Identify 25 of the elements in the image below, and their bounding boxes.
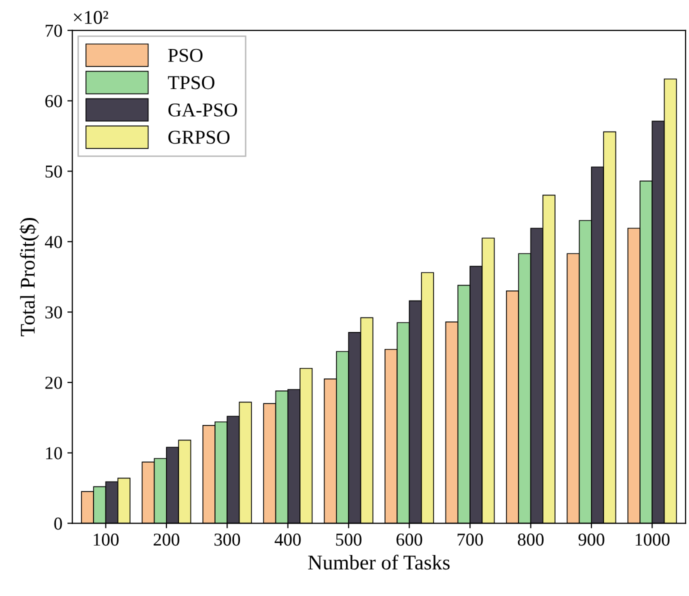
y-tick-label: 10 — [46, 447, 62, 460]
legend-label: TPSO — [168, 76, 214, 90]
x-tick-label: 1000 — [636, 534, 670, 546]
x-tick-label: 600 — [396, 534, 422, 546]
x-tick-label: 800 — [518, 534, 544, 546]
x-tick-label: 500 — [336, 534, 362, 546]
x-tick-label: 700 — [458, 534, 483, 546]
x-axis-title: Number of Tasks — [308, 554, 450, 570]
x-tick-label: 300 — [214, 534, 240, 546]
y-tick-label: 30 — [45, 306, 62, 318]
y-axis-title: Total Profit($) — [19, 218, 40, 336]
y-tick-label: 50 — [46, 165, 62, 178]
y-tick-label: 20 — [45, 376, 62, 389]
legend-label: GRPSO — [168, 130, 230, 144]
legend-label: PSO — [168, 48, 202, 62]
y-tick-label: 0 — [54, 518, 62, 530]
y-tick-label: 40 — [44, 236, 62, 248]
x-tick-label: 200 — [154, 534, 180, 546]
legend-label: GA-PSO — [168, 103, 238, 117]
text: ×10² — [74, 10, 108, 24]
x-tick-label: 400 — [274, 534, 301, 546]
y-tick-label: 70 — [46, 24, 62, 37]
x-tick-label: 900 — [578, 534, 604, 546]
y-tick-label: 60 — [45, 95, 62, 108]
x-tick-label: 100 — [94, 534, 119, 546]
